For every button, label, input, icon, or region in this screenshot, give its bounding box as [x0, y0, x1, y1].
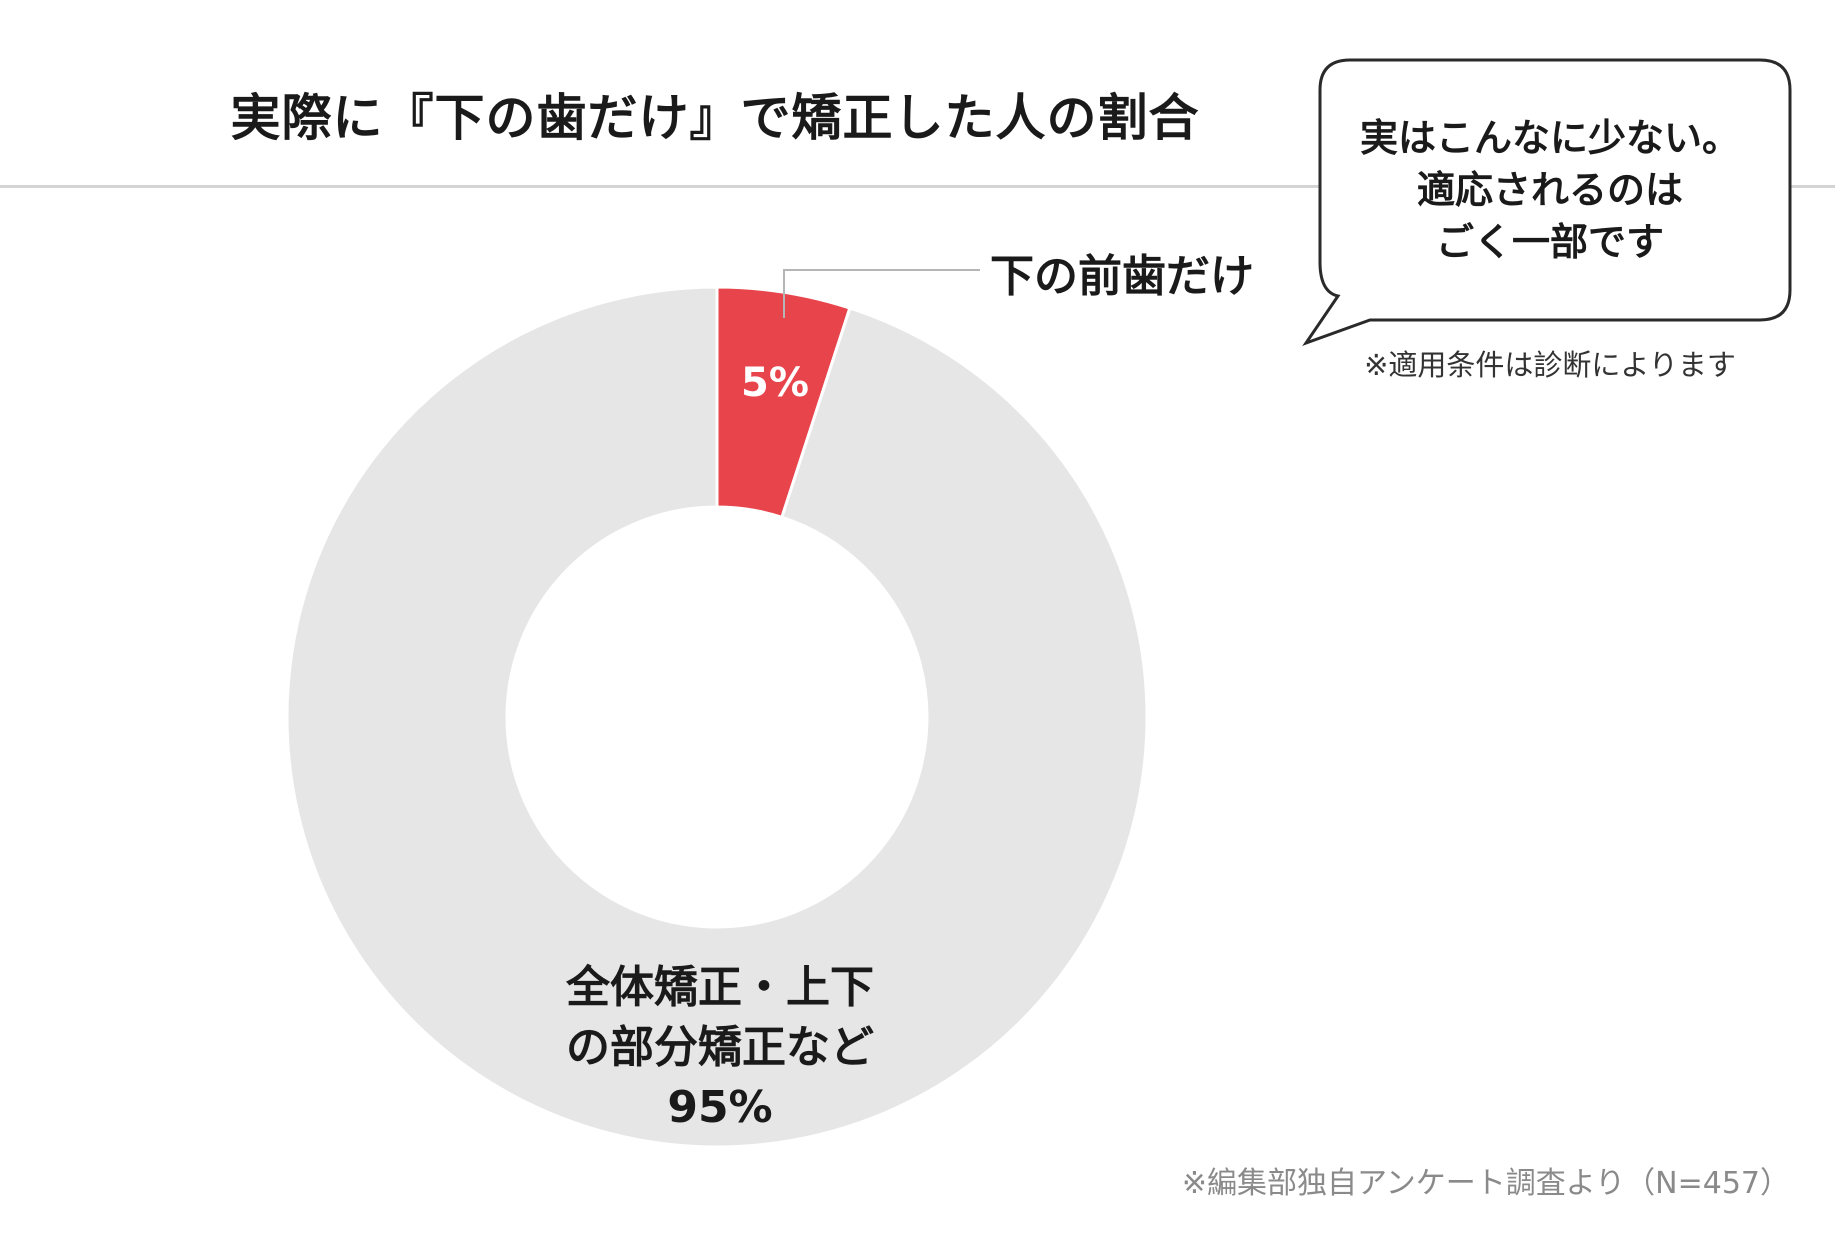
callout-note: ※適用条件は診断によります — [1364, 348, 1736, 382]
speech-bubble — [1302, 58, 1792, 346]
callout-text: 実はこんなに少ない。 適応されるのは ごく一部です — [1300, 112, 1800, 268]
slice-label-lower-front: 下の前歯だけ — [990, 251, 1254, 302]
chart-title: 実際に『下の歯だけ』で矯正した人の割合 — [230, 89, 1200, 147]
title-divider — [0, 185, 1835, 188]
callout-line-1: 実はこんなに少ない。 — [1359, 116, 1740, 160]
slice-label-other-line-2: の部分矯正など — [566, 1022, 874, 1073]
source-note: ※編集部独自アンケート調査より（N=457） — [1181, 1166, 1790, 1201]
leader-line — [783, 269, 980, 318]
slice-label-other-line-1: 全体矯正・上下 — [566, 962, 874, 1013]
donut-slice-2 — [285, 285, 1149, 1149]
callout-line-3: ごく一部です — [1435, 220, 1664, 264]
slice-label-other: 全体矯正・上下 の部分矯正など 95% — [470, 958, 970, 1138]
donut-slices — [285, 285, 1149, 1149]
slice-value-lower-front: 5% — [741, 360, 809, 406]
callout-line-2: 適応されるのは — [1416, 168, 1683, 212]
slice-value-other: 95% — [667, 1082, 773, 1133]
